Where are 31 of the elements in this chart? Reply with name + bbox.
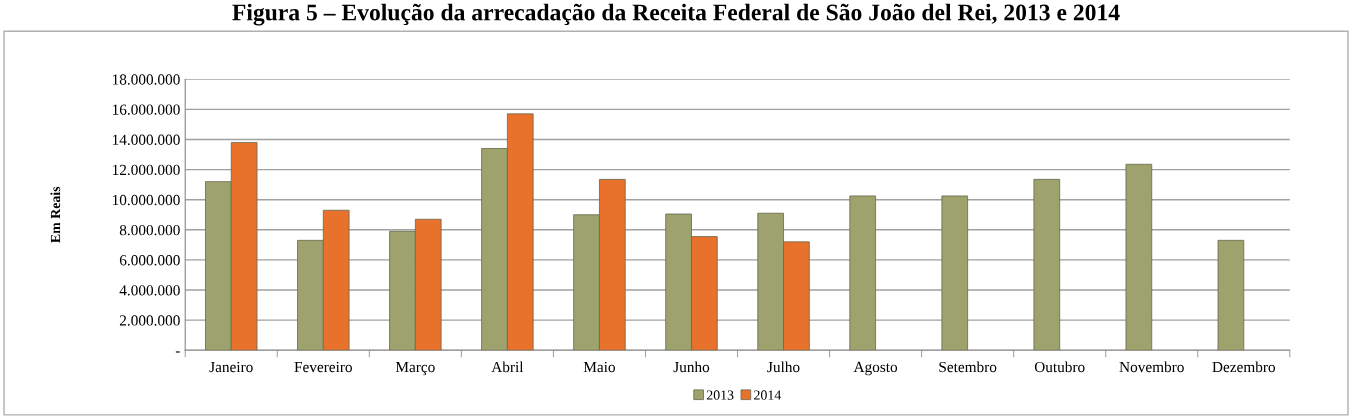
bar <box>1125 163 1153 351</box>
y-axis-title: Em Reais <box>50 186 61 243</box>
bar <box>849 195 877 351</box>
bar <box>941 195 969 351</box>
y-tick-label: 4.000.000 <box>119 285 180 296</box>
y-tick-label: 6.000.000 <box>119 255 180 266</box>
y-tick-label: 12.000.000 <box>112 164 180 176</box>
bar <box>1217 239 1245 351</box>
y-tick-label: - <box>175 351 180 353</box>
bar <box>1033 178 1061 351</box>
y-tick-label: 2.000.000 <box>119 315 180 326</box>
x-tick-label: Dezembro <box>1212 361 1276 373</box>
y-tick-label: 16.000.000 <box>112 104 180 115</box>
chart-title: Figura 5 – Evolução da arrecadação da Receita Federal de São João del Rei, 2013 e 2014 <box>232 3 1120 26</box>
y-tick-label: 10.000.000 <box>112 194 180 206</box>
x-tick-label: Abril <box>491 361 524 373</box>
x-tick-label: Fevereiro <box>294 361 352 373</box>
y-tick-label: 14.000.000 <box>112 134 180 145</box>
x-tick-label: Outubro <box>1034 361 1085 373</box>
y-tick-label: 18.000.000 <box>112 74 180 85</box>
x-tick-label: Agosto <box>853 361 898 376</box>
x-tick-label: Junho <box>673 361 710 373</box>
x-tick-label: Novembro <box>1119 361 1184 373</box>
legend-label: 2014 <box>754 390 782 400</box>
x-tick-label: Setembro <box>939 361 997 373</box>
legend-label: 2013 <box>706 390 734 400</box>
y-tick-label: 8.000.000 <box>119 224 180 236</box>
x-tick-label: Março <box>395 361 435 376</box>
x-tick-label: Janeiro <box>209 361 253 373</box>
x-tick-label: Maio <box>583 361 615 373</box>
x-tick-label: Julho <box>767 361 800 373</box>
